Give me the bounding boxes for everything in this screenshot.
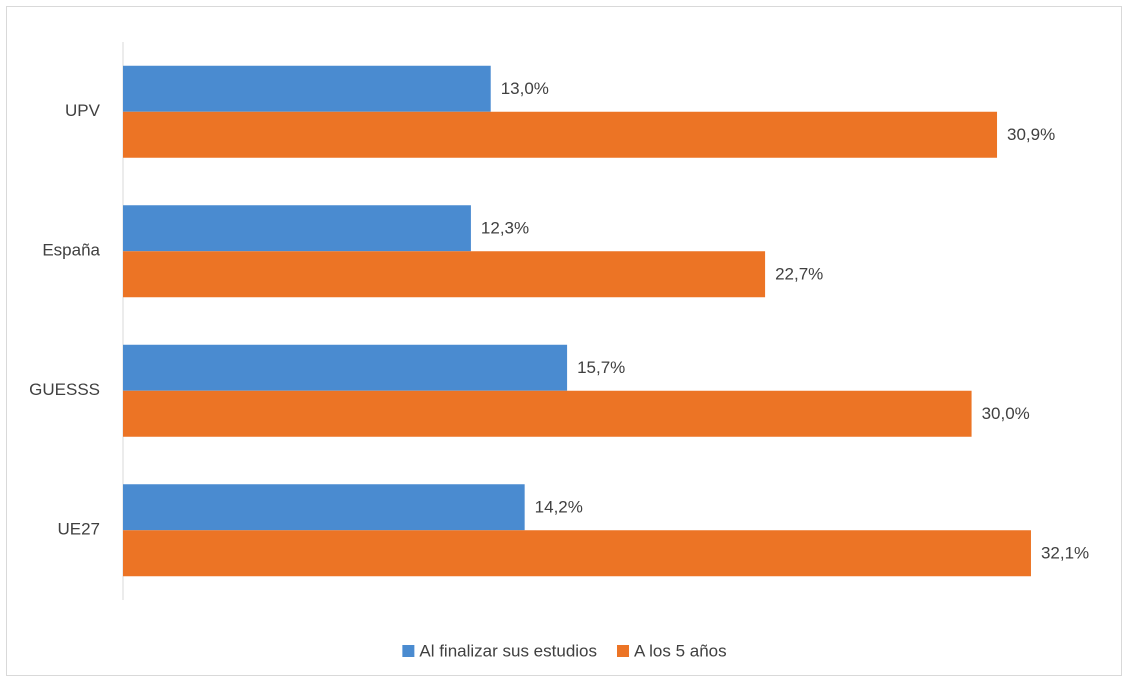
legend-item: Al finalizar sus estudios (402, 641, 597, 660)
data-label: 14,2% (535, 498, 583, 517)
legend-item: A los 5 años (617, 641, 727, 660)
legend-label: A los 5 años (634, 641, 727, 660)
data-label: 12,3% (481, 219, 529, 238)
bar (123, 344, 568, 391)
y-tick-label: UE27 (57, 520, 100, 539)
bar (123, 251, 766, 298)
legend-label: Al finalizar sus estudios (419, 641, 597, 660)
bar (123, 205, 471, 252)
bar (123, 390, 972, 437)
y-tick-label: GUESSS (29, 380, 100, 399)
data-label: 32,1% (1041, 544, 1089, 563)
data-label: 22,7% (775, 265, 823, 284)
bar (123, 484, 525, 531)
legend-swatch (617, 645, 630, 657)
bar (123, 530, 1031, 577)
bar (123, 65, 491, 112)
data-label: 15,7% (577, 358, 625, 377)
y-tick-label: UPV (65, 101, 101, 120)
legend-swatch (402, 645, 415, 657)
bar (123, 111, 998, 158)
y-tick-label: España (42, 241, 100, 260)
data-label: 30,0% (982, 404, 1030, 423)
data-label: 13,0% (501, 79, 549, 98)
data-label: 30,9% (1007, 125, 1055, 144)
